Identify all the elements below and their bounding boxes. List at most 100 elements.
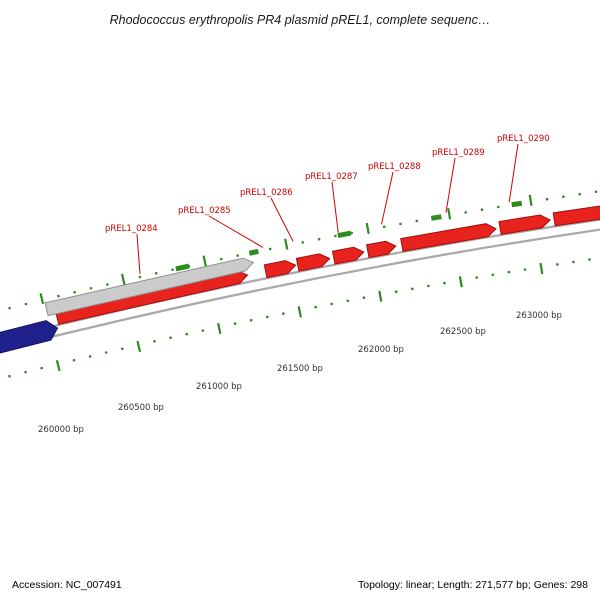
ruler-labels: 260000 bp 260500 bp 261000 bp 261500 bp 2620… <box>38 311 562 435</box>
ruler-minor-tick <box>497 205 500 209</box>
ruler-minor-tick <box>556 263 559 266</box>
gene-feature-gray-feature[interactable] <box>44 257 255 317</box>
ruler-minor-tick <box>334 234 337 238</box>
ruler-minor-tick <box>346 299 350 303</box>
ruler-ticks <box>8 190 598 378</box>
gene-feature-reverse-gene[interactable] <box>0 320 59 363</box>
ruler-major-tick <box>378 290 383 302</box>
green-feature-mark <box>511 200 523 208</box>
ruler-bp-label: 263000 bp <box>516 311 562 321</box>
gene-feature-pREL1_0288[interactable] <box>366 240 397 259</box>
accession-text: Accession: NC_007491 <box>12 579 122 591</box>
ruler-minor-tick <box>154 272 158 275</box>
gene-label-leader <box>508 143 519 203</box>
ruler-minor-tick <box>233 322 237 325</box>
ruler-minor-tick <box>40 366 43 370</box>
green-feature-mark <box>248 248 259 256</box>
ruler-minor-tick <box>394 290 398 294</box>
ruler-minor-tick <box>8 374 11 378</box>
ruler-minor-tick <box>578 192 581 196</box>
features-track <box>0 199 600 363</box>
gene-feature-pREL1_0286[interactable] <box>295 253 331 272</box>
gene-feature-pREL1_0289[interactable] <box>400 223 497 252</box>
ruler-minor-tick <box>121 347 124 351</box>
sequence-stats-text: Topology: linear; Length: 271,577 bp; Ge… <box>357 579 588 591</box>
ruler-minor-tick <box>314 305 317 309</box>
ruler-major-tick <box>297 306 302 318</box>
ruler-minor-tick <box>301 241 305 244</box>
ruler-minor-tick <box>507 270 511 274</box>
green-feature-mark <box>430 214 442 221</box>
ruler-major-tick <box>528 194 533 206</box>
ruler-major-tick <box>55 360 61 372</box>
ruler-minor-tick <box>588 258 591 261</box>
ruler-minor-tick <box>317 237 321 241</box>
ruler-minor-tick <box>330 302 334 306</box>
ruler-major-tick <box>458 276 463 288</box>
ruler-major-tick <box>217 322 222 335</box>
gene-label[interactable]: pREL1_0288 <box>368 162 421 172</box>
ruler-minor-tick <box>480 208 484 211</box>
ruler-minor-tick <box>282 312 285 315</box>
gene-label-leader <box>136 233 141 274</box>
ruler-minor-tick <box>220 257 223 261</box>
gene-label-leader <box>270 197 294 242</box>
gene-label-leader <box>208 215 264 248</box>
ruler-minor-tick <box>153 340 156 343</box>
ruler-minor-tick <box>72 358 76 362</box>
gene-label[interactable]: pREL1_0284 <box>105 224 158 234</box>
ruler-minor-tick <box>491 273 495 277</box>
ruler-minor-tick <box>464 211 468 214</box>
ruler-minor-tick <box>268 247 272 251</box>
ruler-minor-tick <box>8 306 11 310</box>
gene-feature-pREL1_0287[interactable] <box>331 246 365 265</box>
ruler-bp-label: 260500 bp <box>118 403 164 413</box>
gene-label[interactable]: pREL1_0286 <box>240 188 293 198</box>
ruler-bp-label: 261000 bp <box>196 382 242 392</box>
ruler-minor-tick <box>399 222 402 226</box>
green-feature-mark <box>337 230 352 238</box>
ruler-minor-tick <box>415 219 419 223</box>
ruler-minor-tick <box>236 254 239 257</box>
gene-labels: pREL1_0284 pREL1_0285 pREL1_0286 pREL1_0287… <box>105 134 550 274</box>
ruler-major-tick <box>365 222 370 235</box>
gene-label[interactable]: pREL1_0287 <box>305 172 358 182</box>
ruler-minor-tick <box>411 287 414 291</box>
ruler-minor-tick <box>266 315 269 319</box>
ruler-minor-tick <box>572 260 575 264</box>
ruler-minor-tick <box>88 355 92 358</box>
ruler-minor-tick <box>106 283 109 286</box>
ruler-minor-tick <box>201 329 205 332</box>
ruler-minor-tick <box>24 370 27 374</box>
gene-label[interactable]: pREL1_0289 <box>432 148 485 158</box>
gene-feature-pREL1_0285[interactable] <box>263 260 297 279</box>
ruler-minor-tick <box>171 268 174 272</box>
ruler-minor-tick <box>427 284 430 288</box>
status-bar: Accession: NC_007491 Topology: linear; L… <box>0 579 600 591</box>
ruler-minor-tick <box>73 290 76 294</box>
ruler-major-tick <box>447 208 452 220</box>
gene-feature-pREL1_0290[interactable] <box>498 214 552 235</box>
ruler-minor-tick <box>594 190 598 194</box>
gene-label-leader <box>331 181 339 233</box>
ruler-minor-tick <box>475 276 479 279</box>
ruler-minor-tick <box>249 318 253 322</box>
gene-feature-partial-gene[interactable] <box>552 199 600 227</box>
ruler-major-tick <box>39 292 45 305</box>
backbone <box>0 218 600 351</box>
ruler-minor-tick <box>138 275 142 279</box>
ruler-minor-tick <box>57 294 60 298</box>
gene-label[interactable]: pREL1_0285 <box>178 206 231 216</box>
gene-label[interactable]: pREL1_0290 <box>497 134 550 144</box>
ruler-minor-tick <box>104 351 108 354</box>
ruler-minor-tick <box>443 281 446 285</box>
ruler-minor-tick <box>185 332 188 336</box>
ruler-bp-label: 262500 bp <box>440 327 486 337</box>
ruler-major-tick <box>284 238 289 250</box>
ruler-minor-tick <box>562 195 565 198</box>
ruler-minor-tick <box>382 225 386 229</box>
ruler-minor-tick <box>24 302 28 306</box>
ruler-bp-label: 260000 bp <box>38 425 84 435</box>
ruler-bp-label: 261500 bp <box>277 364 323 374</box>
